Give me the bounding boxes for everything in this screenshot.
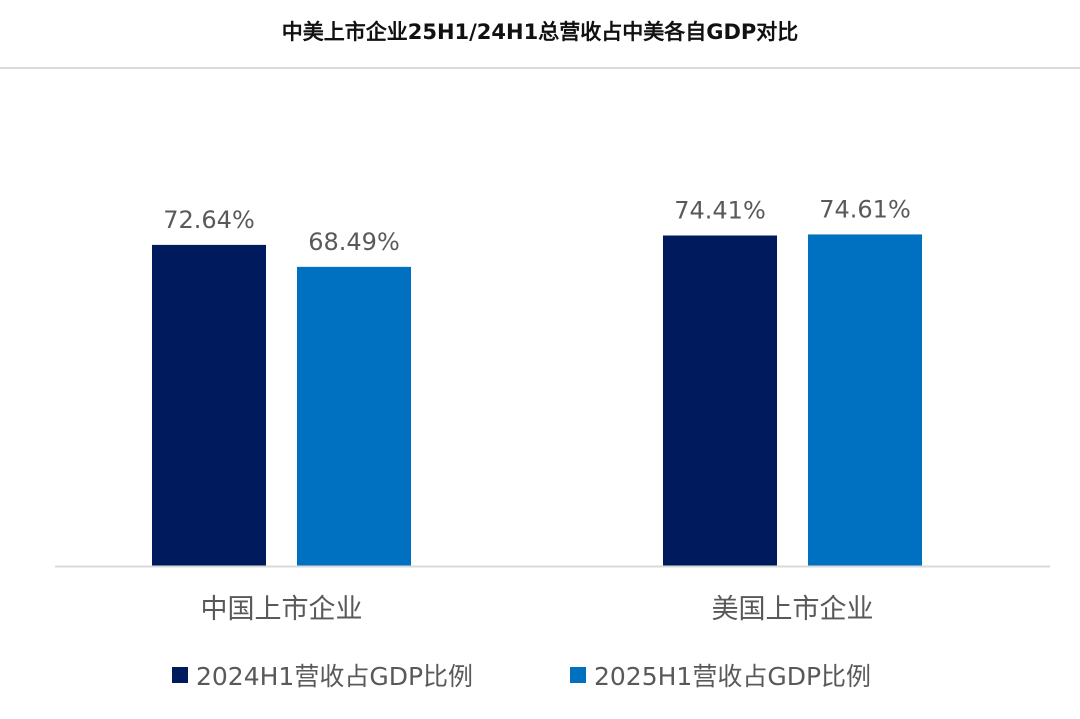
legend-item-2024: 2024H1营收占GDP比例	[172, 657, 473, 693]
legend-item-2025: 2025H1营收占GDP比例	[570, 657, 871, 693]
bar	[152, 244, 266, 566]
data-label: 72.64%	[163, 206, 255, 234]
category-label: 美国上市企业	[712, 594, 874, 625]
bar	[297, 266, 411, 566]
title-divider	[0, 67, 1080, 69]
data-label: 74.41%	[674, 197, 766, 225]
category-label: 中国上市企业	[201, 594, 363, 625]
data-label: 68.49%	[308, 228, 400, 256]
bar	[663, 235, 777, 566]
legend-swatch-2024	[172, 667, 188, 683]
data-label: 74.61%	[819, 195, 911, 223]
bar	[808, 234, 922, 566]
legend-label-2025: 2025H1营收占GDP比例	[594, 662, 872, 691]
legend-label-2024: 2024H1营收占GDP比例	[196, 662, 474, 691]
legend-swatch-2025	[570, 667, 586, 683]
chart-title: 中美上市企业25H1/24H1总营收占中美各自GDP对比	[281, 20, 799, 44]
